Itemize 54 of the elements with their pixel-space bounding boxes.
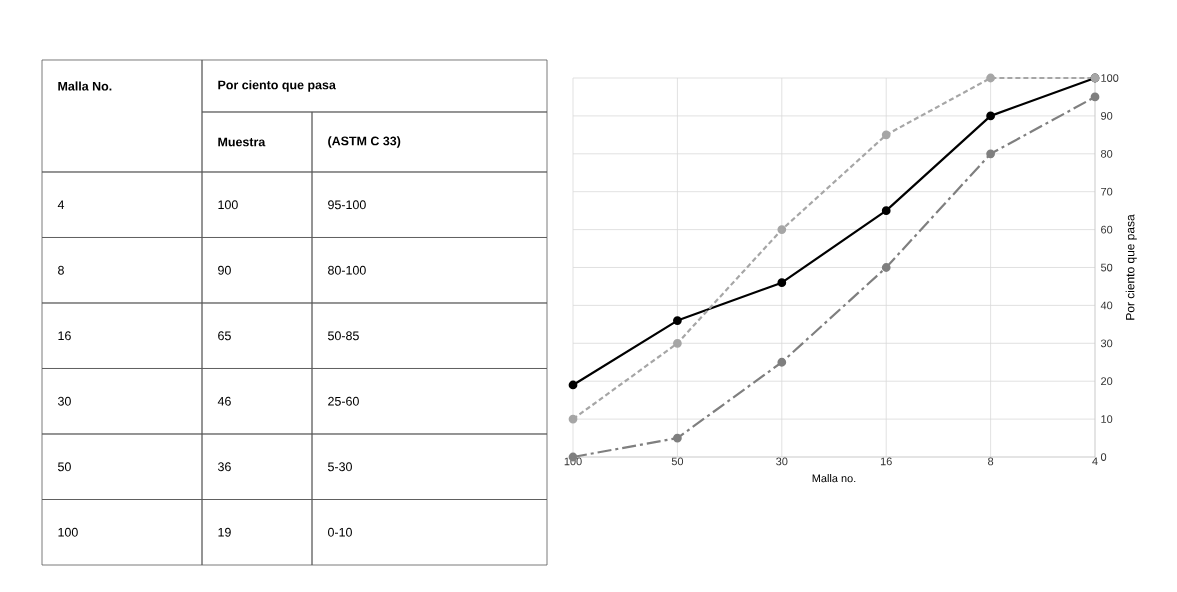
text: 0-10 [328,527,352,537]
text: 25-60 [328,396,359,406]
text: Muestra [218,137,266,147]
text: Por ciento que pasa [218,80,336,92]
point [881,130,891,140]
text: 5-30 [328,462,352,472]
point [881,206,891,216]
y-tick-label: 90 [1101,112,1113,120]
point [777,225,787,234]
text: (ASTM C 33) [328,136,401,148]
y-tick-label: 60 [1101,225,1113,234]
point [986,73,995,83]
text: 65 [218,331,231,341]
y-tick-label: 0 [1100,453,1107,461]
point [673,338,682,348]
point [777,278,787,288]
point [673,316,682,325]
y-axis-title: Por ciento que pasa [1125,214,1137,320]
text: 100 [58,527,78,537]
text: 8 [58,265,64,275]
text: 100 [218,200,238,210]
text: 4 [57,200,65,210]
point [986,111,995,121]
text: 80-100 [328,265,366,275]
point [1090,92,1100,102]
text: 19 [218,527,231,537]
text: Malla No. [58,81,112,91]
x-tick-label: 8 [988,457,994,466]
x-tick-label: 16 [880,457,892,466]
text: 16 [58,331,71,341]
text: 95-100 [328,200,366,210]
y-tick-label: 10 [1101,415,1113,423]
x-axis-title: Malla no. [812,474,856,483]
y-tick-label: 40 [1100,301,1113,310]
text: 90 [218,265,231,275]
point [673,433,682,443]
y-tick-label: 30 [1100,339,1113,348]
y-tick-label: 80 [1101,149,1113,158]
text: 36 [217,462,231,472]
y-tick-label: 20 [1101,377,1113,386]
point [986,149,995,159]
point [568,414,578,424]
y-tick-label: 100 [1101,74,1119,82]
point [568,380,578,390]
text: 30 [57,396,71,406]
point [777,357,787,367]
text: 50-85 [328,331,359,341]
y-tick-label: 50 [1100,263,1113,272]
text: 46 [217,396,231,406]
x-tick-label: 30 [776,457,788,466]
y-tick-label: 70 [1101,187,1113,196]
x-tick-label: 50 [671,457,684,466]
point [881,263,891,272]
x-tick-label: 4 [1092,457,1098,466]
